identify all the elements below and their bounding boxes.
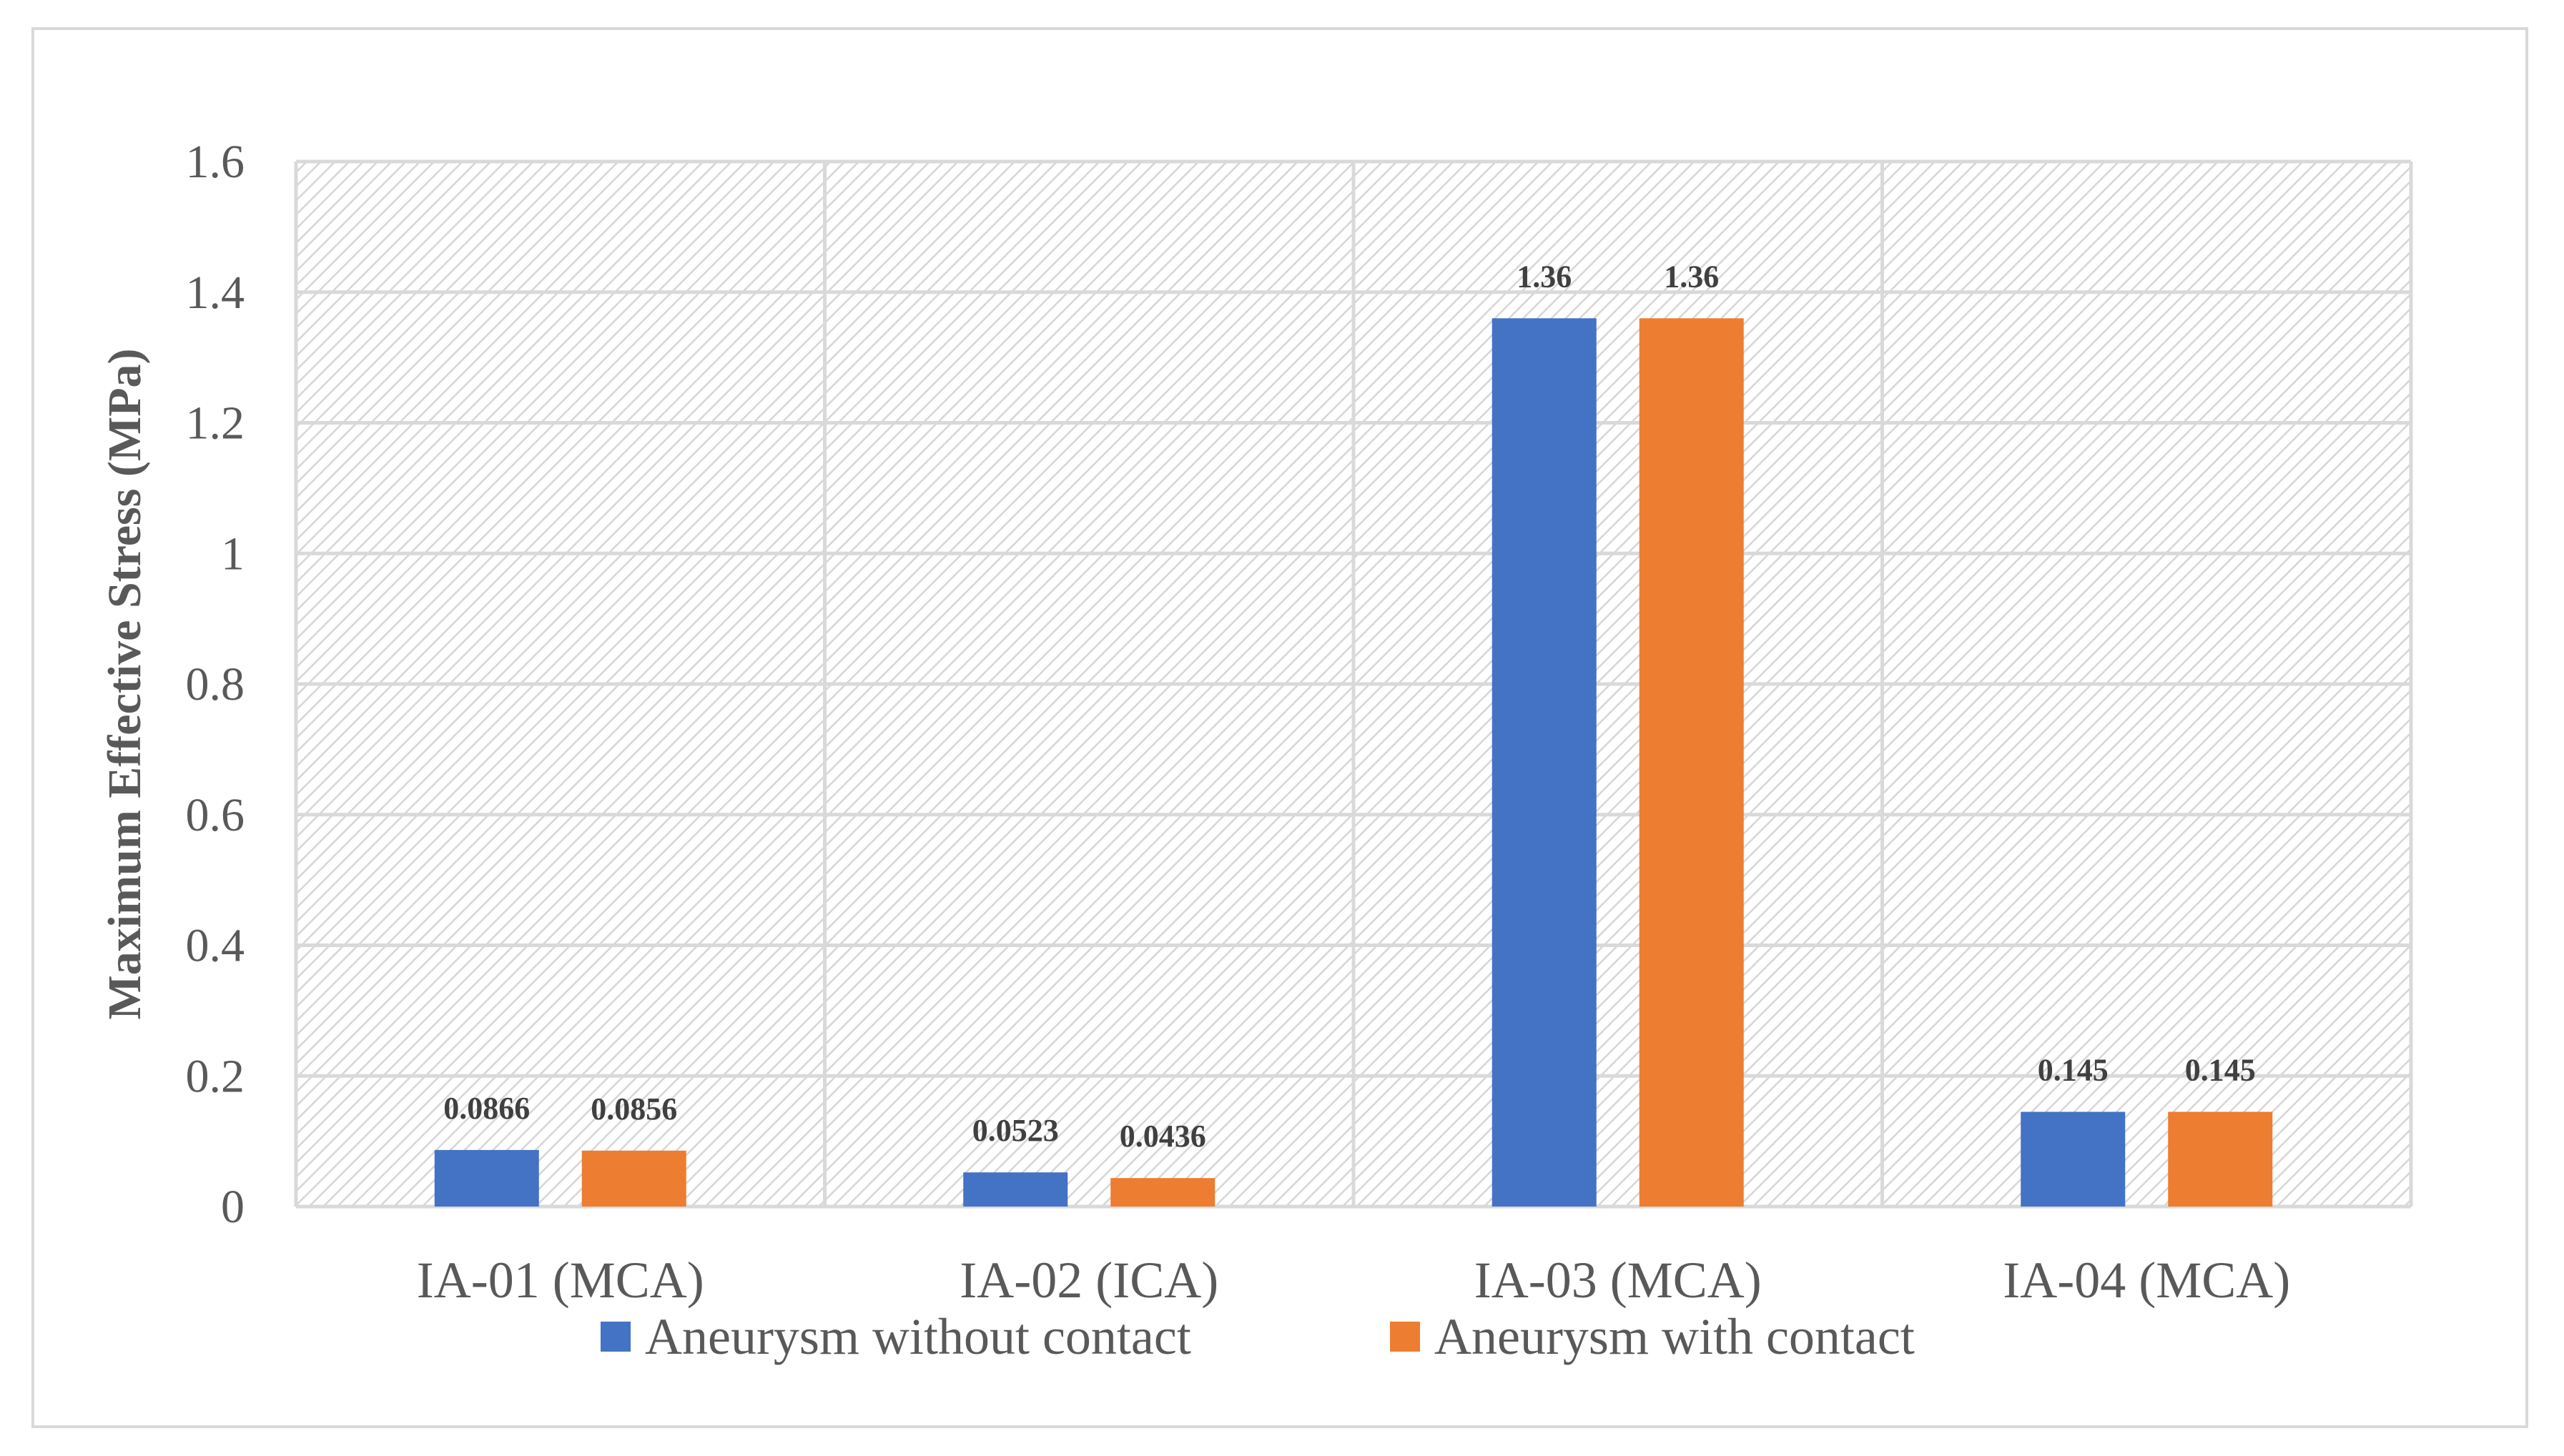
bar bbox=[2021, 1111, 2126, 1207]
data-label: 1.36 bbox=[1517, 259, 1572, 294]
y-tick-label: 0.6 bbox=[186, 789, 245, 841]
data-label: 0.0866 bbox=[443, 1091, 530, 1126]
x-category-label: IA-02 (ICA) bbox=[960, 1252, 1218, 1309]
bars bbox=[434, 318, 2273, 1207]
legend-label: Aneurysm without contact bbox=[645, 1308, 1191, 1365]
legend-label: Aneurysm with contact bbox=[1434, 1308, 1915, 1365]
x-axis-categories: IA-01 (MCA) IA-02 (ICA) IA-03 (MCA) IA-04 (… bbox=[417, 1252, 2290, 1309]
data-label: 0.0856 bbox=[591, 1091, 677, 1126]
x-category-label: IA-01 (MCA) bbox=[417, 1252, 704, 1309]
legend: Aneurysm without contact Aneurysm with co… bbox=[601, 1308, 1915, 1365]
bar bbox=[1491, 318, 1597, 1207]
y-tick-label: 0.2 bbox=[186, 1050, 245, 1102]
x-category-label: IA-03 (MCA) bbox=[1474, 1252, 1762, 1309]
y-tick-label: 1.6 bbox=[186, 136, 245, 188]
data-label: 0.0436 bbox=[1120, 1119, 1206, 1154]
bar bbox=[1639, 318, 1744, 1207]
bar bbox=[1110, 1178, 1216, 1207]
bar bbox=[581, 1150, 686, 1207]
bar bbox=[2168, 1111, 2273, 1207]
data-labels: 0.0866 0.0856 0.0523 0.0436 1.36 1.36 0.145 0.1… bbox=[443, 259, 2256, 1154]
y-axis-ticks: 0 0.2 0.4 0.6 0.8 1 1.2 1.4 1.6 bbox=[186, 136, 245, 1233]
y-tick-label: 1 bbox=[221, 528, 245, 580]
y-tick-label: 1.4 bbox=[186, 267, 245, 319]
gridlines bbox=[294, 159, 2413, 1209]
x-category-label: IA-04 (MCA) bbox=[2003, 1252, 2290, 1309]
y-tick-label: 0.8 bbox=[186, 658, 245, 710]
data-label: 0.0523 bbox=[972, 1113, 1059, 1148]
data-label: 0.145 bbox=[2185, 1053, 2256, 1088]
data-label: 0.145 bbox=[2038, 1053, 2109, 1088]
legend-swatch bbox=[1390, 1322, 1420, 1352]
y-axis-label: Maximum Effective Stress (MPa) bbox=[99, 349, 151, 1020]
y-tick-label: 1.2 bbox=[186, 397, 245, 450]
y-tick-label: 0 bbox=[221, 1181, 245, 1233]
bar bbox=[434, 1149, 539, 1207]
y-tick-label: 0.4 bbox=[186, 920, 245, 972]
data-label: 1.36 bbox=[1664, 259, 1719, 294]
legend-swatch bbox=[601, 1322, 631, 1352]
bar bbox=[963, 1172, 1068, 1207]
